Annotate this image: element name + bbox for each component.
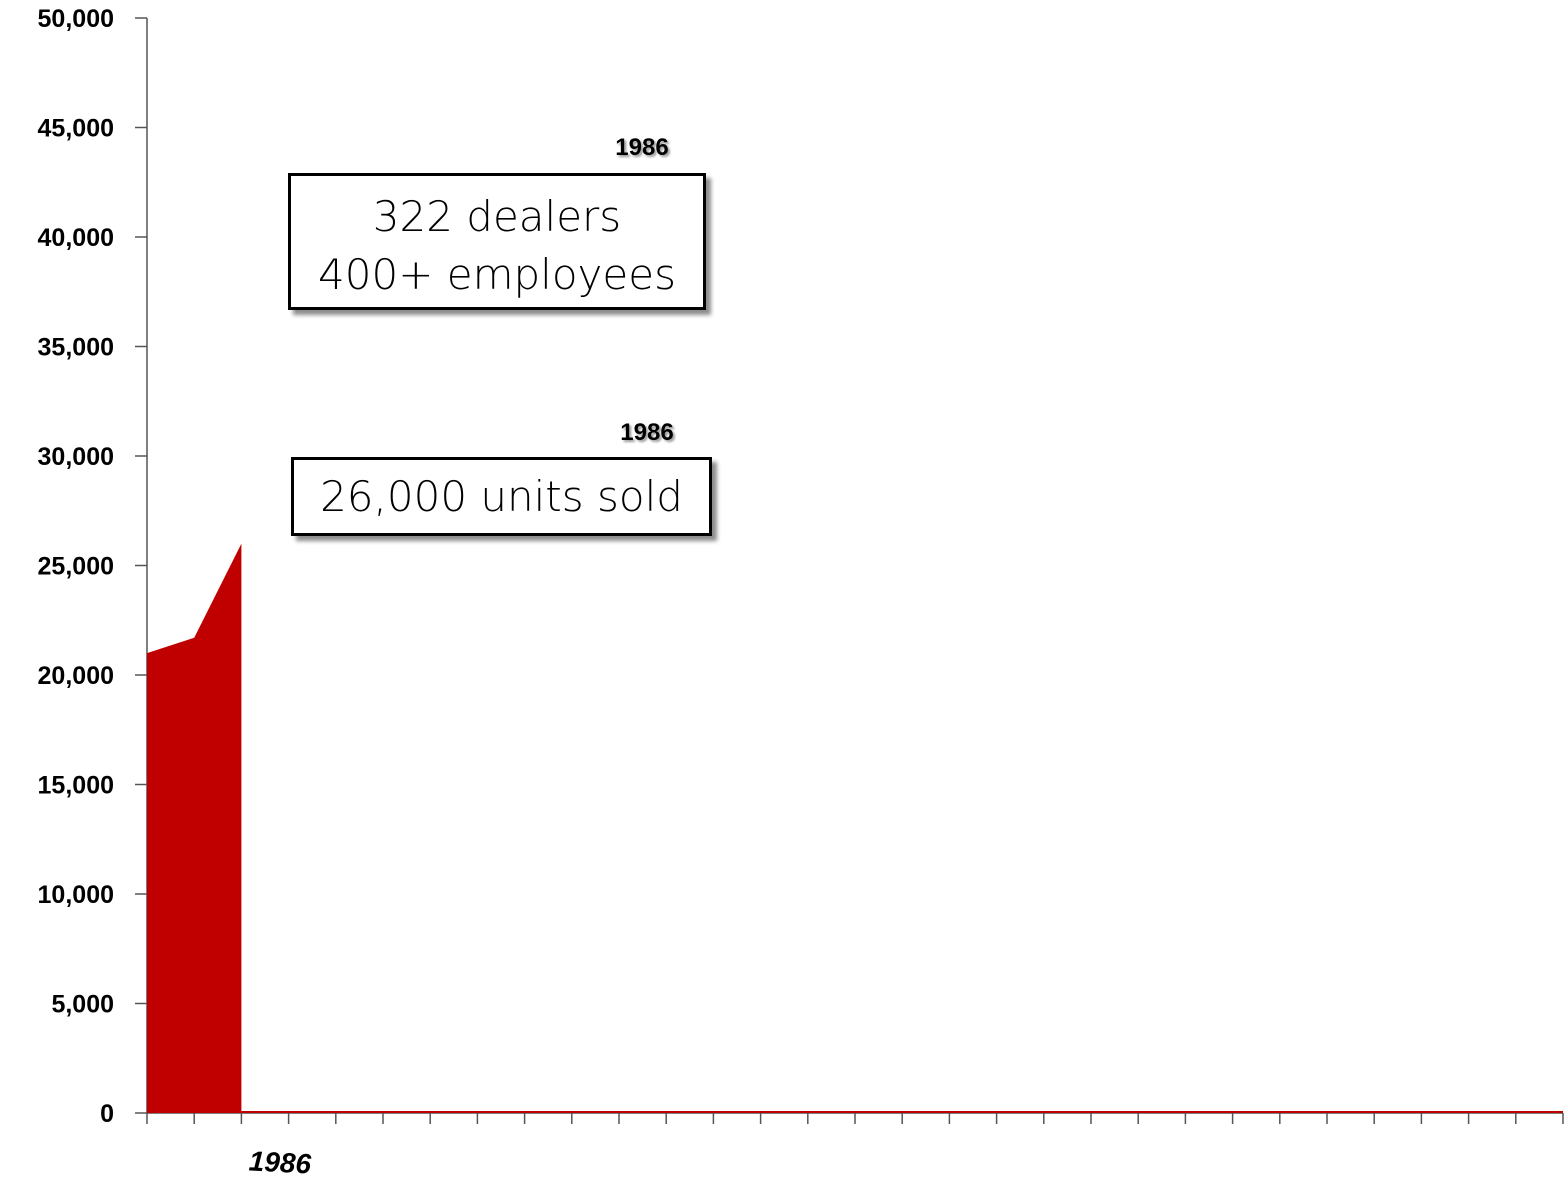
y-tick-label: 0 [100, 1100, 114, 1128]
annotation-year-tag-1: 1986 [615, 134, 668, 161]
y-tick-label: 50,000 [38, 5, 114, 33]
y-tick-label: 15,000 [38, 772, 114, 800]
x-tick-label-1986: 1986 [248, 1145, 312, 1179]
y-tick-label: 20,000 [38, 662, 114, 690]
y-tick-label: 5,000 [51, 991, 114, 1019]
y-tick-label: 25,000 [38, 553, 114, 581]
y-tick-label: 10,000 [38, 881, 114, 909]
series-area [146, 543, 1563, 1113]
x-axis [146, 1112, 1564, 1124]
annotation-dealers-employees: 322 dealers 400+ employees [288, 173, 706, 310]
annotation-units-sold: 26,000 units sold [291, 457, 712, 536]
y-tick-label: 40,000 [38, 224, 114, 252]
annotation-year-tag-2: 1986 [620, 419, 673, 446]
y-tick-label: 45,000 [38, 115, 114, 143]
y-tick-label: 30,000 [38, 443, 114, 471]
area-fill [147, 543, 242, 1113]
y-axis: 0 5,000 10,000 15,000 20,000 25,000 30,000 35,0… [38, 5, 148, 1128]
y-tick-label: 35,000 [38, 334, 114, 362]
